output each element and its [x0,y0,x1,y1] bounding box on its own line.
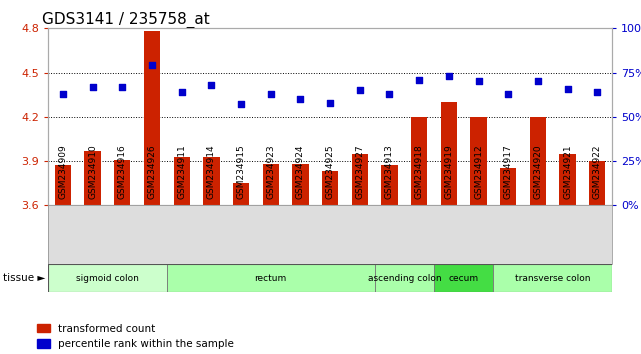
Bar [114,160,131,205]
Point [592,89,603,95]
Bar [233,183,249,205]
Point [87,84,97,90]
Bar [411,117,428,205]
Bar [374,264,434,292]
Bar [203,156,219,205]
Bar [144,31,160,205]
Point [147,63,157,68]
Bar [529,117,546,205]
Point [325,100,335,105]
Point [206,82,217,88]
Point [474,79,484,84]
Text: GDS3141 / 235758_at: GDS3141 / 235758_at [42,12,210,28]
Point [58,91,68,97]
Text: ascending colon: ascending colon [367,274,441,283]
Point [503,91,513,97]
Bar [560,154,576,205]
Text: sigmoid colon: sigmoid colon [76,274,139,283]
Bar [85,151,101,205]
Bar [352,154,368,205]
Text: transverse colon: transverse colon [515,274,590,283]
Text: rectum: rectum [254,274,287,283]
Bar [381,166,397,205]
Legend: transformed count, percentile rank within the sample: transformed count, percentile rank withi… [37,324,234,349]
Bar [322,171,338,205]
Point [444,73,454,79]
Bar [174,156,190,205]
Point [117,84,128,90]
Bar [494,264,612,292]
Point [236,102,246,107]
Point [414,77,424,82]
Point [265,91,276,97]
Point [385,91,395,97]
Bar [263,164,279,205]
Bar [500,169,517,205]
Bar [441,102,457,205]
Bar [48,264,167,292]
Bar [292,164,308,205]
Point [563,86,573,91]
Text: tissue ►: tissue ► [3,273,46,283]
Bar [167,264,374,292]
Bar [434,264,494,292]
Point [296,96,306,102]
Bar [470,117,487,205]
Point [354,87,365,93]
Point [176,89,187,95]
Bar [589,161,606,205]
Text: cecum: cecum [449,274,479,283]
Bar [54,166,71,205]
Point [533,79,543,84]
